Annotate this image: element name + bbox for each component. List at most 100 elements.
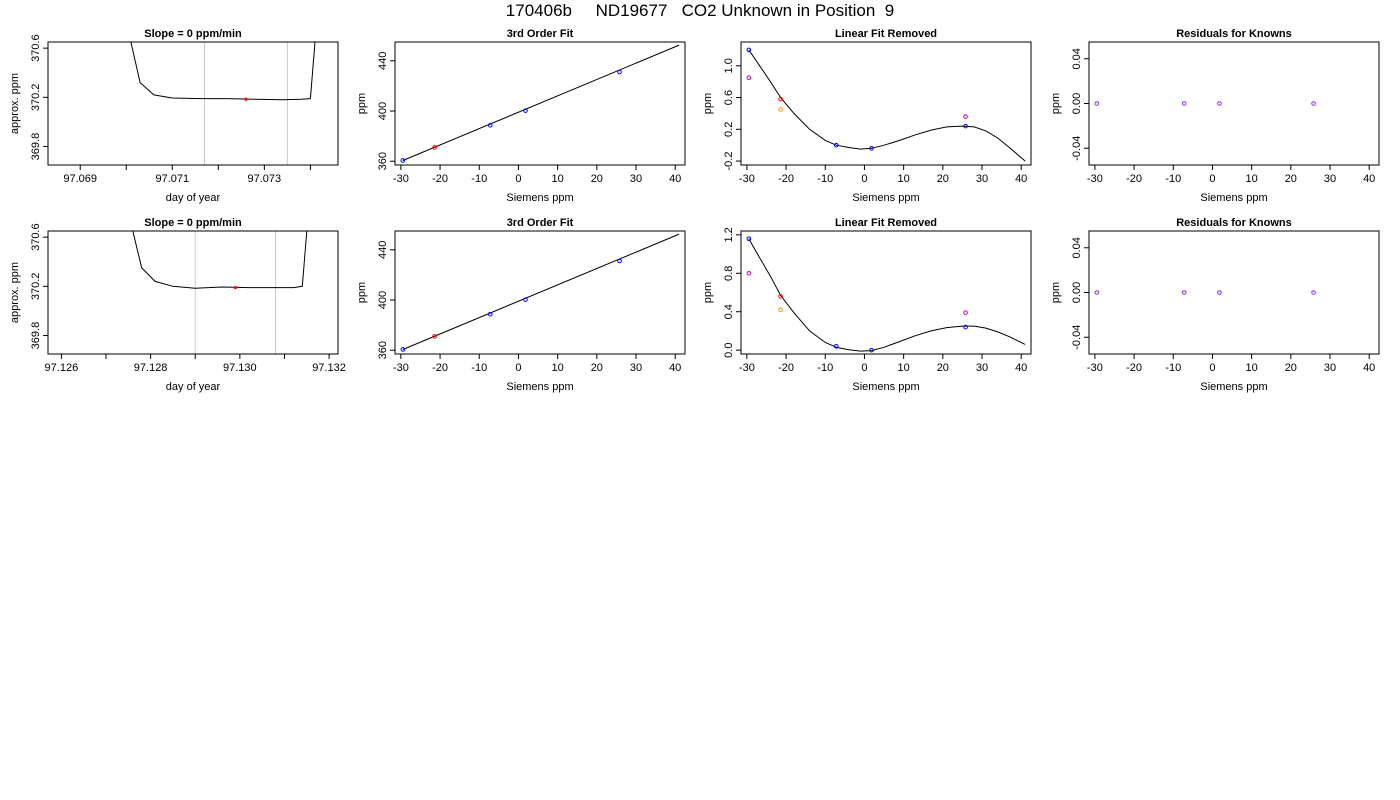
chart-2-magenta-point-0 xyxy=(746,75,752,81)
chart-6-xtick-label-0: -30 xyxy=(739,362,755,374)
chart-2-ytick-label-2: 0.6 xyxy=(723,90,735,105)
chart-3-ylabel: ppm xyxy=(1050,93,1062,114)
chart-6-xtick-label-3: 0 xyxy=(861,362,867,374)
chart-4-trace-line xyxy=(132,231,308,289)
chart-7-residual-point-1 xyxy=(1181,290,1187,295)
chart-4-plot-area xyxy=(132,231,308,290)
chart-1-xtick-label-4: 10 xyxy=(552,173,564,185)
chart-2-xtick-label-6: 30 xyxy=(976,173,988,185)
chart-7-plot-area xyxy=(1094,290,1316,295)
chart-2-title: Linear Fit Removed xyxy=(835,28,937,40)
chart-1-xtick-label-5: 20 xyxy=(591,173,603,185)
chart-2-unknown-point-0 xyxy=(778,96,783,102)
chart-6-ytick-label-1: 0.4 xyxy=(723,304,735,319)
chart-4-xtick-label-0: 97.126 xyxy=(45,362,79,374)
chart-6-xtick-label-6: 30 xyxy=(976,362,988,374)
chart-5-known-point-1 xyxy=(487,311,493,317)
chart-7-panel: Residuals for Knowns -30 -20 -10 0 10 20 30 40 -0… xyxy=(1050,217,1380,393)
chart-3-xtick-label-6: 30 xyxy=(1324,173,1336,185)
chart-5-known-point-0 xyxy=(400,347,406,352)
chart-1-title: 3rd Order Fit xyxy=(507,28,574,40)
chart-7-xtick-label-2: -10 xyxy=(1165,362,1181,374)
chart-4-xtick-label-6: 97.132 xyxy=(312,362,346,374)
chart-5-xtick-label-0: -30 xyxy=(393,362,409,374)
chart-2-known-point-2 xyxy=(869,146,874,151)
chart-3-plot-area xyxy=(1094,101,1316,106)
chart-0-xtick-label-2: 97.071 xyxy=(155,173,189,185)
chart-1-xtick-label-0: -30 xyxy=(393,173,409,185)
chart-5-ytick-label-2: 440 xyxy=(377,241,389,259)
chart-7-xtick-label-4: 10 xyxy=(1246,362,1258,374)
chart-3-xtick-label-2: -10 xyxy=(1165,173,1181,185)
chart-2-xtick-label-0: -30 xyxy=(739,173,755,185)
chart-4-ytick-label-1: 370.2 xyxy=(30,273,42,301)
chart-2-known-point-1 xyxy=(833,142,839,148)
chart-4-xlabel: day of year xyxy=(166,381,221,393)
chart-1-xtick-label-6: 30 xyxy=(630,173,642,185)
chart-0-plot-area xyxy=(130,42,316,101)
chart-5-xtick-label-5: 20 xyxy=(591,362,603,374)
chart-7-residual-point-2 xyxy=(1217,290,1222,295)
chart-6-ylabel: ppm xyxy=(702,282,714,303)
chart-3-xtick-label-0: -30 xyxy=(1087,173,1103,185)
chart-1-unknown-point-0 xyxy=(432,145,437,150)
chart-3-title: Residuals for Knowns xyxy=(1176,28,1292,40)
chart-1-known-point-0 xyxy=(400,158,406,163)
chart-0-frame xyxy=(47,41,339,166)
chart-1-ytick-label-1: 400 xyxy=(377,102,389,120)
chart-1-xtick-label-2: -10 xyxy=(471,173,487,185)
chart-5-known-point-3 xyxy=(617,258,622,264)
chart-5-fit-line xyxy=(402,233,680,350)
chart-2-ytick-label-0: -0.2 xyxy=(723,152,735,171)
chart-2-ytick-label-1: 0.2 xyxy=(723,122,735,137)
chart-6-curve-line xyxy=(748,238,1026,352)
chart-5-panel: 3rd Order Fit -30 -20 -10 0 10 20 30 40 360 400 440… xyxy=(356,217,686,393)
chart-1-frame xyxy=(394,41,686,166)
chart-2-known-point-3 xyxy=(963,123,968,129)
chart-4-xtick-label-2: 97.128 xyxy=(134,362,168,374)
chart-6-known-point-1 xyxy=(833,344,839,349)
chart-6-xtick-label-7: 40 xyxy=(1015,362,1027,374)
chart-1-plot-area xyxy=(400,44,680,163)
chart-1-known-point-2 xyxy=(523,108,528,113)
chart-2-orange-point-0 xyxy=(778,107,783,112)
chart-5-xlabel: Siemens ppm xyxy=(506,381,573,393)
chart-0-ytick-label-0: 369.8 xyxy=(30,133,42,161)
chart-3-xtick-label-1: -20 xyxy=(1126,173,1142,185)
chart-7-xlabel: Siemens ppm xyxy=(1200,381,1267,393)
chart-5-ytick-label-1: 400 xyxy=(377,291,389,309)
chart-2-xtick-label-7: 40 xyxy=(1015,173,1027,185)
chart-2-ytick-label-3: 1.0 xyxy=(723,58,735,73)
chart-4-title: Slope = 0 ppm/min xyxy=(144,217,242,229)
chart-7-ytick-label-2: 0.04 xyxy=(1071,237,1083,258)
chart-0-trace-line xyxy=(130,42,316,101)
chart-7-xtick-label-3: 0 xyxy=(1209,362,1215,374)
chart-1-ytick-label-2: 440 xyxy=(377,52,389,70)
chart-5-xtick-label-1: -20 xyxy=(432,362,448,374)
chart-3-xtick-label-4: 10 xyxy=(1246,173,1258,185)
chart-6-ytick-label-0: 0.0 xyxy=(723,343,735,358)
chart-6-unknown-point-0 xyxy=(778,294,783,299)
chart-5-xtick-label-6: 30 xyxy=(630,362,642,374)
chart-6-xtick-label-2: -10 xyxy=(817,362,833,374)
chart-3-residual-point-3 xyxy=(1311,101,1316,106)
chart-1-panel: 3rd Order Fit -30 -20 -10 0 10 20 30 40 360 400 440… xyxy=(356,28,686,204)
chart-2-xtick-label-4: 10 xyxy=(898,173,910,185)
chart-7-xtick-label-6: 30 xyxy=(1324,362,1336,374)
chart-2-xtick-label-3: 0 xyxy=(861,173,867,185)
chart-7-title: Residuals for Knowns xyxy=(1176,217,1292,229)
chart-7-ytick-label-1: 0.00 xyxy=(1071,282,1083,303)
chart-5-xtick-label-3: 0 xyxy=(515,362,521,374)
chart-3-panel: Residuals for Knowns -30 -20 -10 0 10 20 30 40 -0… xyxy=(1050,28,1380,204)
chart-2-ylabel: ppm xyxy=(702,93,714,114)
chart-4-unknown-marker xyxy=(233,285,237,290)
chart-3-ytick-label-1: 0.00 xyxy=(1071,93,1083,114)
chart-3-residual-point-2 xyxy=(1217,101,1222,106)
chart-3-residual-point-0 xyxy=(1094,101,1100,106)
chart-2-magenta-point-1 xyxy=(963,114,968,119)
chart-2-panel: Linear Fit Removed -30 -20 -10 0 10 20 30 40 -0.2… xyxy=(702,28,1032,204)
chart-3-xlabel: Siemens ppm xyxy=(1200,192,1267,204)
chart-0-xtick-label-4: 97.073 xyxy=(248,173,282,185)
chart-3-xtick-label-5: 20 xyxy=(1285,173,1297,185)
